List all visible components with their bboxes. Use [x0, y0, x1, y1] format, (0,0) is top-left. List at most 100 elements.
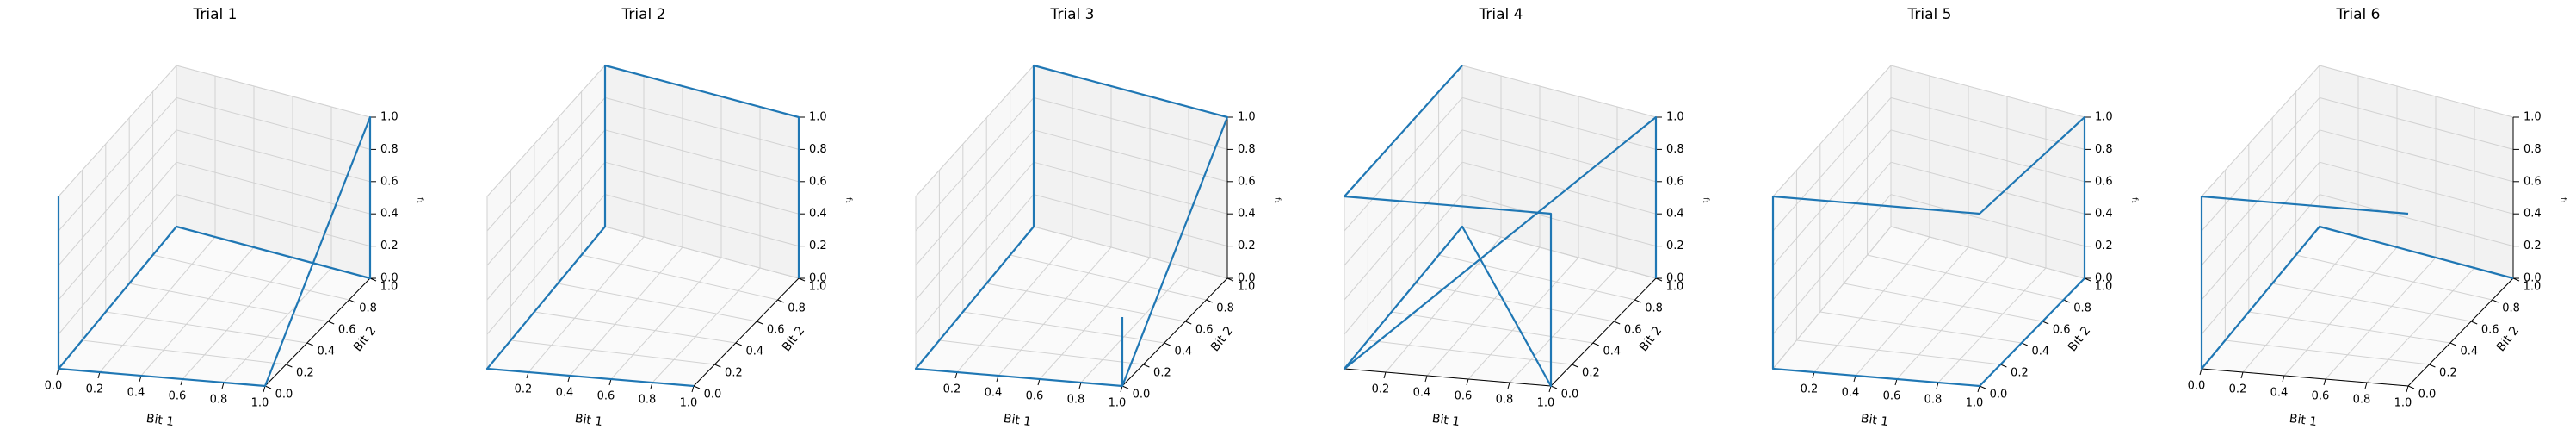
grid-line [486, 65, 606, 197]
x-tick-label: 0.0 [45, 380, 63, 393]
z-tick-label: 0.0 [1666, 272, 1684, 285]
series-line [1771, 115, 2086, 388]
y-tick [286, 364, 293, 368]
grid-line [1344, 161, 1463, 301]
x-axis-line [1344, 368, 1552, 387]
y-tick-label: 0.2 [2439, 367, 2457, 380]
grid-line [528, 236, 645, 373]
x-tick [263, 385, 266, 393]
y-tick [777, 299, 784, 303]
grid-line [1796, 339, 2001, 365]
x-tick [180, 378, 183, 386]
grid-line [1855, 246, 1969, 377]
x-tick [608, 378, 612, 386]
grid-line [1896, 257, 2008, 380]
x-tick [2364, 382, 2368, 389]
y-tick-label: 0.8 [1645, 302, 1663, 315]
grid-line [58, 194, 177, 335]
y-tick [1634, 299, 1641, 303]
x-tick-label: 0.2 [1372, 383, 1390, 396]
z-tick-label: 0.6 [2095, 175, 2113, 188]
z-tick-label: 0.4 [380, 208, 398, 221]
grid-line [1033, 226, 1228, 279]
y-tick-label: 0.4 [2460, 346, 2478, 358]
grid-line [2283, 246, 2398, 377]
z-tick-label: 1.0 [1666, 111, 1684, 124]
grid-line [604, 129, 800, 183]
x-tick-label: 0.4 [127, 387, 145, 400]
grid-line [176, 96, 371, 150]
y-tick [1121, 385, 1129, 389]
grid-line [1039, 257, 1151, 380]
z-axis-label: f₁ [2130, 197, 2139, 203]
y-tick-label: 0.6 [1195, 324, 1214, 337]
y-tick-label: 0.8 [2073, 302, 2091, 315]
y-tick-label: 1.0 [809, 281, 827, 294]
x-tick [56, 368, 59, 376]
grid-line [1890, 129, 2085, 183]
grid-line [1385, 236, 1502, 373]
grid-line [1890, 194, 2085, 247]
grid-line [2201, 129, 2320, 266]
x-tick-label: 0.6 [1455, 390, 1473, 403]
y-tick [2407, 385, 2415, 389]
grid-line [486, 97, 606, 232]
grid-line [604, 226, 800, 279]
grid-line [99, 236, 216, 373]
chart-title: Trial 1 [193, 6, 238, 23]
x-tick [1548, 385, 1552, 393]
grid-line [2366, 267, 2475, 383]
x-tick-label: 0.6 [1026, 390, 1044, 403]
chart-title: Trial 6 [2336, 6, 2381, 23]
grid-line [939, 339, 1144, 365]
x-tick [1977, 385, 1980, 393]
y-tick [1614, 321, 1621, 325]
grid-line [998, 246, 1112, 377]
y-tick [1206, 299, 1213, 303]
grid-line [1461, 96, 1657, 150]
y-tick [264, 385, 272, 389]
x-tick-label: 0.0 [2188, 380, 2206, 393]
grid-line [129, 283, 329, 322]
grid-line [2225, 339, 2430, 365]
y-tick [2063, 299, 2070, 303]
y-tick-label: 0.0 [275, 389, 293, 402]
y-tick-label: 1.0 [2523, 281, 2542, 294]
grid-line [58, 97, 177, 232]
grid-line [2319, 65, 2514, 118]
grid-line [1890, 161, 2085, 215]
z-tick-label: 1.0 [380, 111, 398, 124]
grid-line [2295, 254, 2493, 301]
x-tick-label: 0.8 [639, 394, 657, 407]
grid-line [1772, 65, 1892, 197]
y-tick [1143, 364, 1150, 368]
grid-line [2242, 236, 2359, 373]
grid-line [1772, 161, 1892, 301]
grid-line [1344, 97, 1463, 232]
grid-line [956, 236, 1073, 373]
z-tick-label: 0.2 [1238, 240, 1256, 252]
grid-line [604, 161, 800, 215]
x-tick-label: 0.6 [2312, 390, 2330, 403]
grid-line [915, 97, 1035, 232]
y-tick-label: 0.4 [745, 346, 763, 358]
grid-line [1772, 226, 1892, 370]
x-tick-label: 0.8 [210, 394, 228, 407]
x-tick [1424, 375, 1428, 383]
y-tick-label: 0.8 [1216, 302, 1234, 315]
x-tick-label: 0.4 [1842, 387, 1860, 400]
grid-line [604, 96, 800, 150]
x-axis-label: Bit 1 [2289, 412, 2318, 429]
z-tick-label: 0.8 [380, 143, 398, 156]
x-tick [650, 382, 653, 389]
z-tick-label: 0.6 [1238, 175, 1256, 188]
x-tick [954, 371, 958, 379]
y-tick [1592, 342, 1599, 346]
grid-line [1890, 65, 2085, 118]
z-tick-label: 0.2 [1666, 240, 1684, 252]
grid-line [915, 194, 1035, 335]
x-tick [1120, 385, 1123, 393]
x-axis-label: Bit 1 [574, 412, 603, 429]
grid-line [58, 65, 177, 197]
